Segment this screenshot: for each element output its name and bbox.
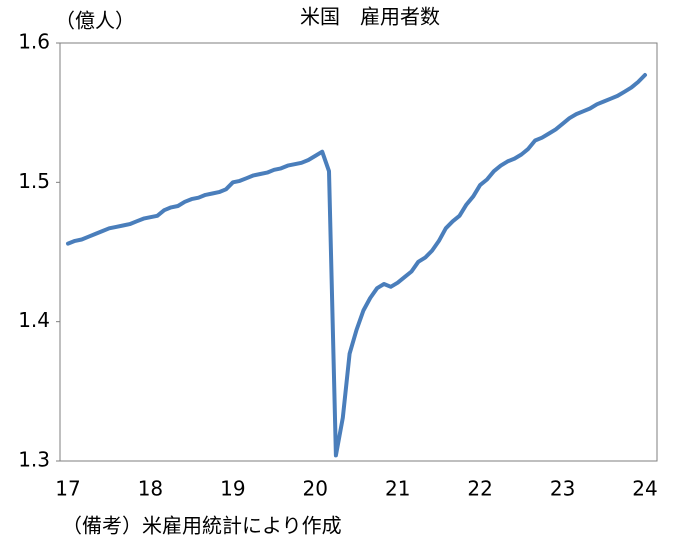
x-tick-label: 18: [138, 477, 163, 501]
note: （備考）米雇用統計により作成: [62, 514, 342, 538]
x-tick-label: 21: [385, 477, 410, 501]
x-tick-label: 22: [467, 477, 492, 501]
y-tick-label: 1.5: [18, 169, 50, 193]
y-tick-label: 1.4: [18, 308, 50, 332]
x-tick-label: 17: [55, 477, 80, 501]
y-tick-label: 1.6: [18, 30, 50, 54]
chart-title: 米国 雇用者数: [300, 5, 440, 29]
x-tick-label: 19: [220, 477, 245, 501]
x-tick-label: 20: [303, 477, 328, 501]
data-line: [66, 73, 647, 458]
plot-frame: [59, 42, 658, 462]
x-tick-label: 24: [632, 477, 657, 501]
y-axis-label: （億人）: [55, 9, 135, 33]
y-tick-label: 1.3: [18, 448, 50, 472]
x-tick-label: 23: [550, 477, 575, 501]
